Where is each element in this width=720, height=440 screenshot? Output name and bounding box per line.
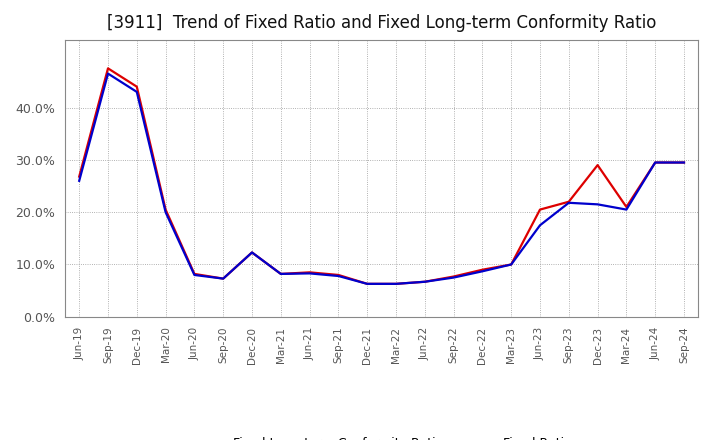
Fixed Ratio — [276, 271, 285, 277]
Fixed Ratio — [219, 276, 228, 281]
Fixed Long-term Conformity Ratio — [651, 160, 660, 165]
Fixed Ratio — [449, 275, 458, 280]
Fixed Long-term Conformity Ratio — [248, 250, 256, 255]
Fixed Ratio — [651, 160, 660, 165]
Fixed Long-term Conformity Ratio — [219, 276, 228, 281]
Fixed Long-term Conformity Ratio — [536, 207, 544, 212]
Fixed Ratio — [392, 281, 400, 286]
Fixed Ratio — [507, 262, 516, 267]
Line: Fixed Long-term Conformity Ratio: Fixed Long-term Conformity Ratio — [79, 68, 684, 284]
Fixed Ratio — [680, 160, 688, 165]
Fixed Long-term Conformity Ratio — [75, 174, 84, 179]
Fixed Ratio — [622, 207, 631, 212]
Fixed Long-term Conformity Ratio — [363, 281, 372, 286]
Fixed Ratio — [305, 271, 314, 276]
Fixed Long-term Conformity Ratio — [420, 279, 429, 284]
Fixed Long-term Conformity Ratio — [478, 267, 487, 272]
Fixed Long-term Conformity Ratio — [449, 274, 458, 279]
Fixed Ratio — [161, 209, 170, 215]
Fixed Ratio — [420, 279, 429, 284]
Fixed Long-term Conformity Ratio — [680, 160, 688, 165]
Fixed Ratio — [248, 250, 256, 255]
Fixed Long-term Conformity Ratio — [161, 207, 170, 212]
Fixed Ratio — [564, 200, 573, 205]
Fixed Ratio — [536, 223, 544, 228]
Fixed Long-term Conformity Ratio — [276, 271, 285, 277]
Fixed Ratio — [478, 269, 487, 274]
Fixed Ratio — [593, 202, 602, 207]
Fixed Ratio — [190, 272, 199, 278]
Legend: Fixed Long-term Conformity Ratio, Fixed Ratio: Fixed Long-term Conformity Ratio, Fixed … — [186, 432, 577, 440]
Fixed Long-term Conformity Ratio — [305, 270, 314, 275]
Fixed Ratio — [132, 89, 141, 95]
Fixed Ratio — [104, 71, 112, 76]
Fixed Long-term Conformity Ratio — [132, 84, 141, 89]
Fixed Long-term Conformity Ratio — [190, 271, 199, 277]
Fixed Ratio — [75, 178, 84, 183]
Fixed Long-term Conformity Ratio — [564, 199, 573, 204]
Fixed Long-term Conformity Ratio — [507, 262, 516, 267]
Fixed Long-term Conformity Ratio — [622, 204, 631, 209]
Fixed Long-term Conformity Ratio — [104, 66, 112, 71]
Line: Fixed Ratio: Fixed Ratio — [79, 73, 684, 284]
Fixed Ratio — [363, 281, 372, 286]
Fixed Long-term Conformity Ratio — [593, 162, 602, 168]
Fixed Ratio — [334, 273, 343, 279]
Fixed Long-term Conformity Ratio — [392, 281, 400, 286]
Fixed Long-term Conformity Ratio — [334, 272, 343, 278]
Title: [3911]  Trend of Fixed Ratio and Fixed Long-term Conformity Ratio: [3911] Trend of Fixed Ratio and Fixed Lo… — [107, 15, 657, 33]
